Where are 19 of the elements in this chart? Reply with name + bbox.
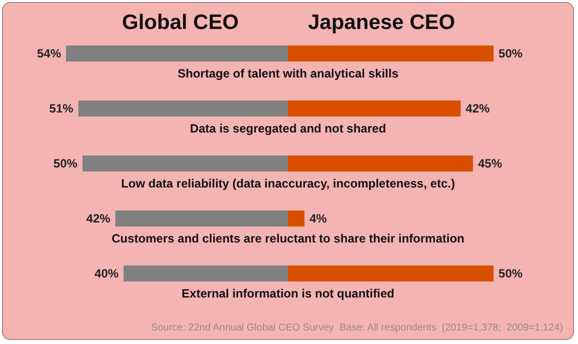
- y-tick-label: Customers and clients are reluctant to share their information: [112, 232, 464, 246]
- data-label: 51%: [49, 102, 74, 116]
- data-label: 40%: [94, 266, 119, 280]
- data-label: 54%: [36, 46, 62, 60]
- data-label: 42%: [466, 102, 490, 116]
- data-label: 4%: [309, 212, 328, 226]
- source-note: Source: 22nd Annual Global CEO Survey Base: All respondents (2019=1,378; 2009=1,124): [151, 322, 563, 334]
- data-label: 42%: [86, 212, 111, 226]
- y-tick-label: External information is not quantified: [182, 286, 394, 300]
- data-label: 50%: [53, 156, 78, 170]
- y-tick-label: Low data reliability (data inaccuracy, incompleteness, etc.): [121, 176, 455, 190]
- bar: [288, 210, 304, 226]
- chart-title: Japanese CEO: [308, 11, 456, 34]
- data-label: 50%: [498, 266, 523, 280]
- y-tick-label: Data is segregated and not shared: [190, 122, 386, 136]
- y-tick-label: Shortage of talent with analytical skills: [178, 66, 399, 80]
- chart-title: Global CEO: [122, 11, 239, 34]
- data-label: 50%: [498, 46, 523, 60]
- data-label: 45%: [478, 156, 502, 170]
